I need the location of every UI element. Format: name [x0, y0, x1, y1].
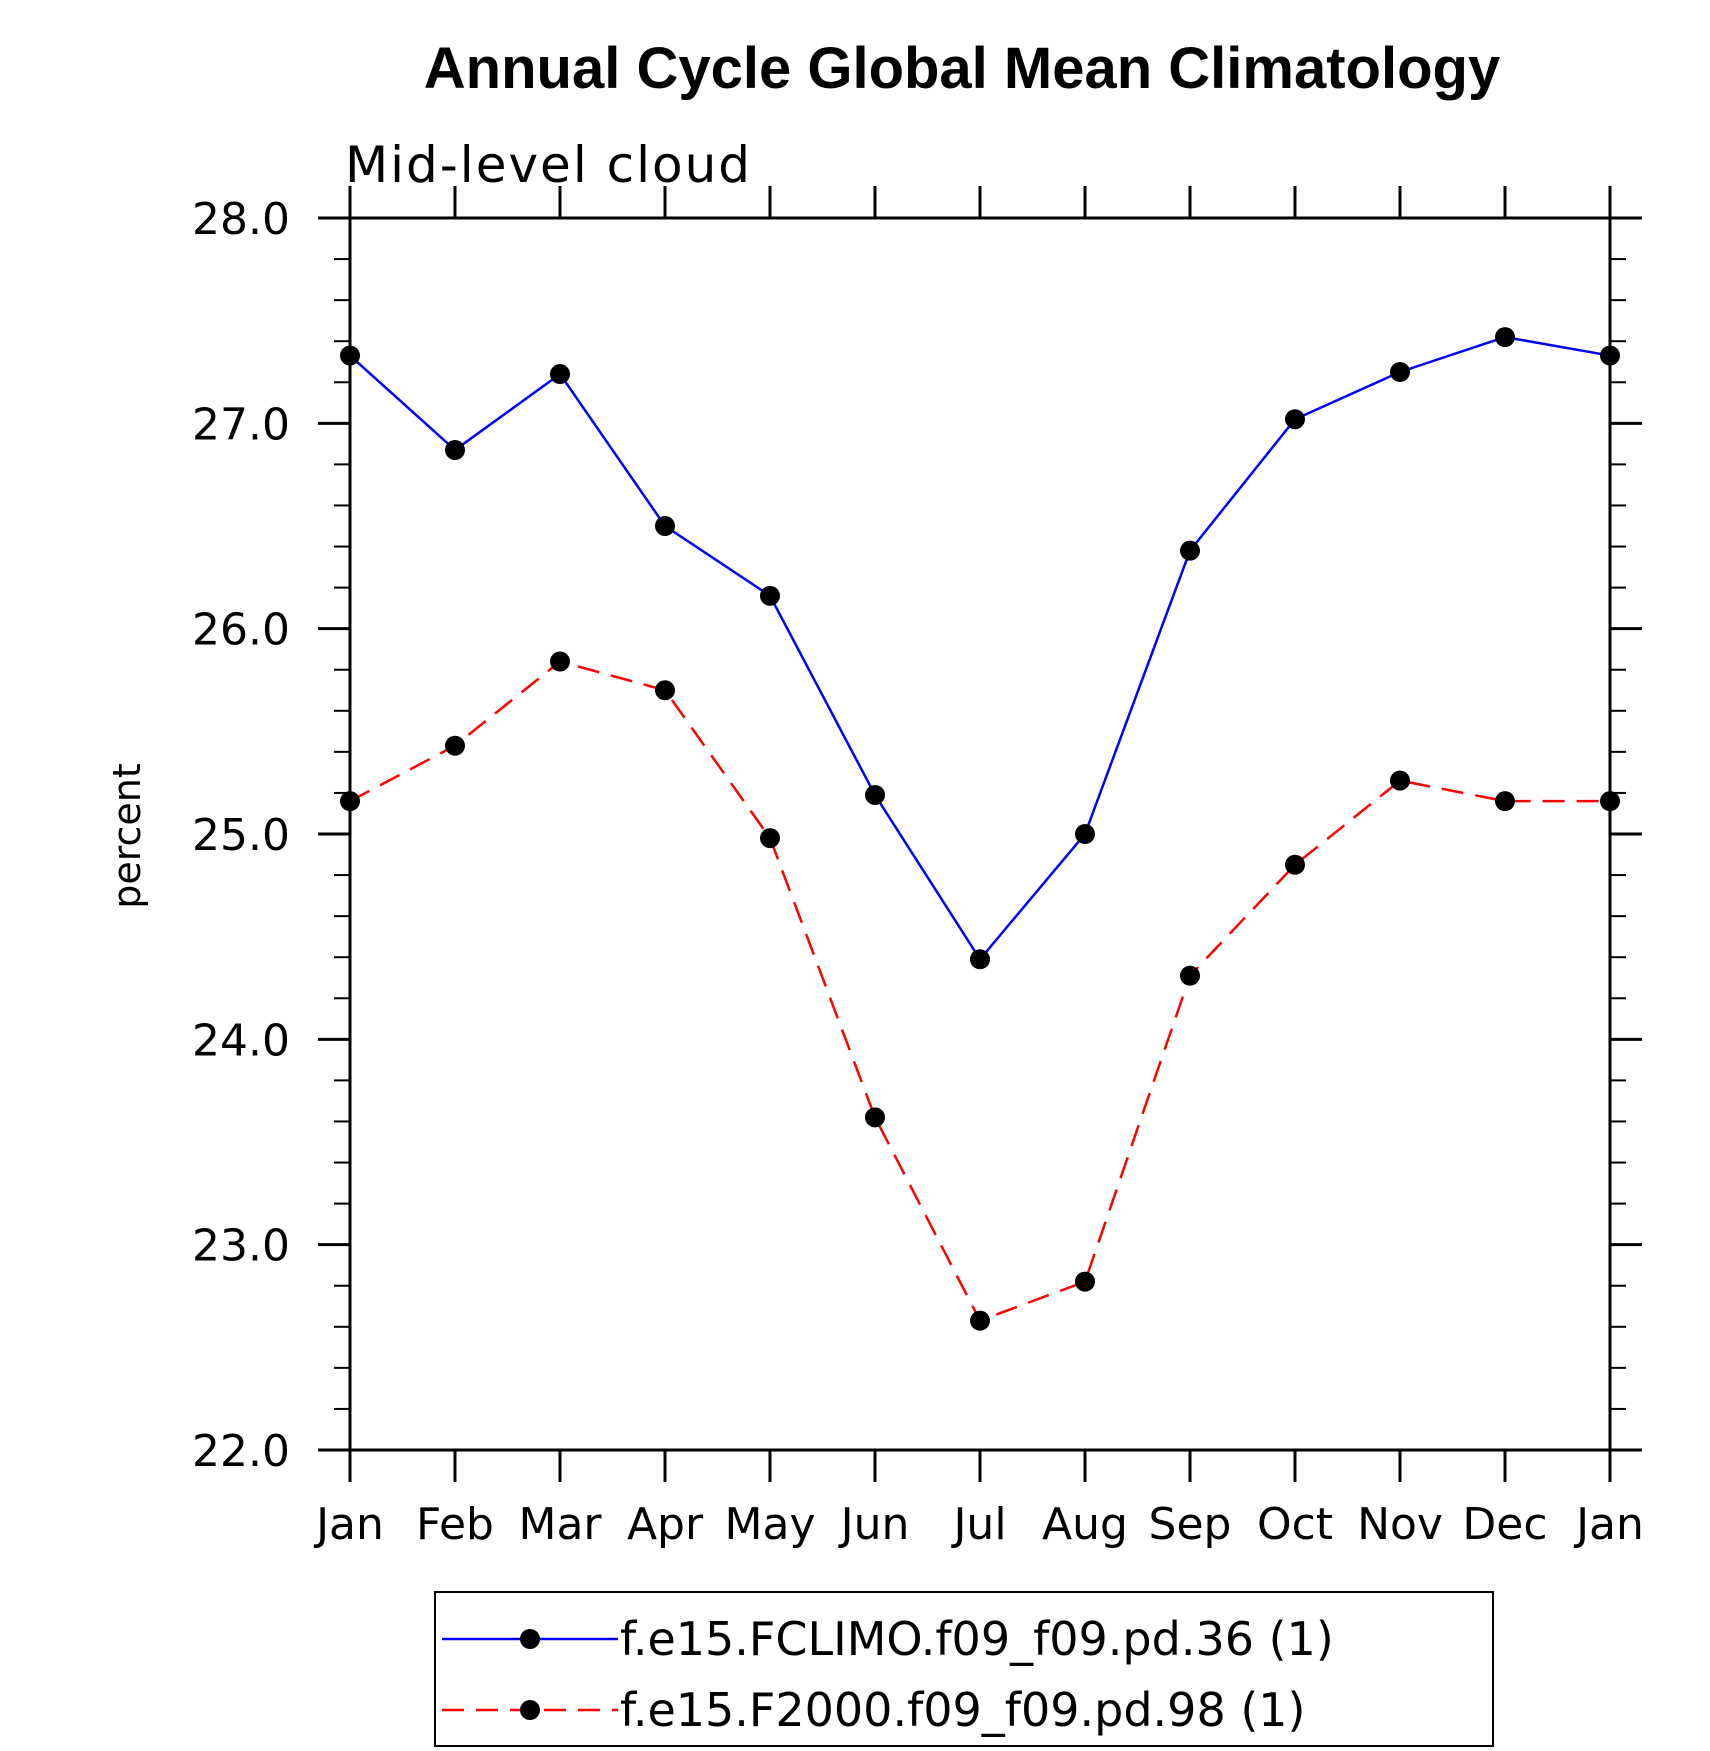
y-tick-label: 23.0 [192, 1221, 290, 1272]
series-2-point [1495, 791, 1515, 812]
series-2-point [865, 1107, 885, 1128]
x-tick-label: Nov [1357, 1499, 1443, 1550]
series-lines [349, 335, 1611, 1323]
x-tick-label: Aug [1042, 1499, 1128, 1550]
plot-frame [348, 216, 1612, 1452]
series-1-point [1495, 327, 1515, 348]
series-1-point [1285, 409, 1305, 430]
y-tick-label: 26.0 [192, 605, 290, 656]
series-2-point [340, 791, 360, 812]
y-axis-title: percent [105, 763, 149, 909]
legend: f.e15.FCLIMO.f09_f09.pd.36 (1) f.e15.F200… [434, 1591, 1494, 1747]
series-2-point [1180, 965, 1200, 986]
axis-ticks [318, 186, 1642, 1482]
series-2-point [655, 680, 675, 701]
x-tick-label: Feb [416, 1499, 494, 1550]
plot-border [348, 216, 1612, 1452]
x-tick-label: Dec [1462, 1499, 1547, 1550]
legend-label-2: f.e15.F2000.f09_f09.pd.98 (1) [620, 1683, 1306, 1737]
series-1-point [550, 364, 570, 385]
series-1-point [445, 440, 465, 461]
series-markers [340, 327, 1620, 1331]
series-1-point [340, 345, 360, 366]
y-tick-label: 25.0 [192, 810, 290, 861]
legend-label-1: f.e15.FCLIMO.f09_f09.pd.36 (1) [620, 1612, 1334, 1666]
axis-tick-labels: Jan Feb Mar Apr May Jun Jul Aug Sep Oct Nov Dec Jan 2… [192, 194, 1644, 1550]
y-tick-label: 22.0 [192, 1426, 290, 1477]
series-1-point [1180, 540, 1200, 561]
x-tick-label: May [725, 1499, 816, 1550]
series-1-point [760, 585, 780, 606]
x-tick-label: Jul [950, 1499, 1006, 1550]
series-1-point [1390, 362, 1410, 382]
series-2-point [445, 735, 465, 756]
legend-marker-1 [520, 1629, 540, 1649]
series-1-point [1600, 345, 1620, 366]
x-tick-label: Apr [627, 1499, 704, 1550]
chart-title: Annual Cycle Global Mean Climatology [424, 36, 1500, 101]
series-2-point [550, 651, 570, 672]
series-1-point [865, 784, 885, 805]
series-2-point [760, 828, 780, 849]
y-tick-label: 24.0 [192, 1015, 290, 1066]
series-2-point [1390, 770, 1410, 791]
y-tick-label: 28.0 [192, 194, 290, 245]
x-tick-label: Jan [313, 1499, 384, 1550]
x-tick-label: Oct [1257, 1499, 1333, 1550]
legend-box [434, 1591, 1494, 1747]
x-tick-label: Mar [518, 1499, 602, 1550]
series-1-point [655, 516, 675, 536]
x-tick-label: Jan [1573, 1499, 1644, 1550]
series-1-point [970, 949, 990, 970]
series-2-point [1285, 854, 1305, 875]
y-tick-label: 27.0 [192, 399, 290, 450]
series-line-2 [349, 660, 1610, 1323]
series-line-1 [349, 335, 1611, 962]
legend-marker-2 [520, 1700, 540, 1720]
x-tick-label: Jun [838, 1499, 910, 1550]
chart-subtitle: Mid-level cloud [345, 136, 752, 194]
x-tick-label: Sep [1149, 1499, 1232, 1550]
series-1-point [1075, 824, 1095, 844]
series-2-point [1600, 791, 1620, 812]
series-2-point [970, 1310, 990, 1331]
series-2-point [1075, 1271, 1095, 1292]
